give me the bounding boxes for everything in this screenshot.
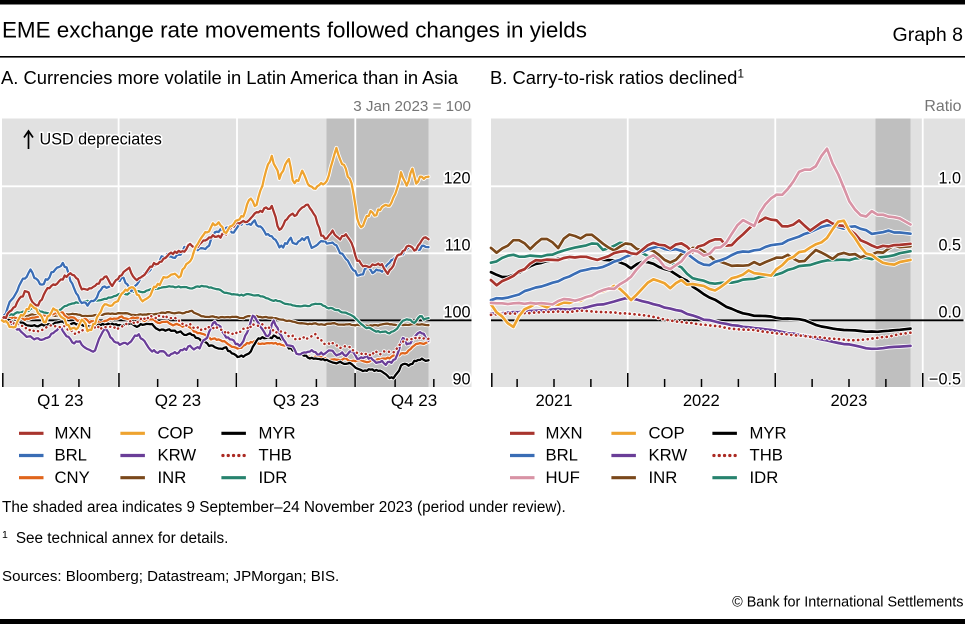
svg-text:0.5: 0.5 [938,237,961,255]
svg-text:COP: COP [158,424,194,443]
svg-text:MXN: MXN [55,424,92,443]
svg-text:© Bank for International Settl: © Bank for International Settlements [732,595,963,611]
svg-text:INR: INR [649,468,678,487]
svg-text:Q4 23: Q4 23 [391,391,437,410]
svg-text:3 Jan 2023 = 100: 3 Jan 2023 = 100 [353,98,471,115]
svg-text:EME exchange rate movements fo: EME exchange rate movements followed cha… [2,18,587,43]
svg-text:Graph 8: Graph 8 [893,24,963,46]
svg-text:110: 110 [445,237,471,255]
svg-text:Ratio: Ratio [924,98,961,115]
svg-text:MXN: MXN [546,424,583,443]
svg-text:A. Currencies more volatile in: A. Currencies more volatile in Latin Ame… [1,67,459,88]
svg-text:2021: 2021 [536,391,573,410]
svg-text:MYR: MYR [750,424,787,443]
svg-text:−0.5: −0.5 [929,371,961,389]
svg-text:MYR: MYR [259,424,296,443]
svg-text:2023: 2023 [830,391,867,410]
svg-text:IDR: IDR [750,468,779,487]
svg-text:USD depreciates: USD depreciates [40,131,162,149]
svg-text:The shaded area indicates 9 Se: The shaded area indicates 9 September–24… [2,499,566,516]
svg-text:Q2 23: Q2 23 [155,391,201,410]
svg-text:BRL: BRL [55,446,87,465]
svg-text:COP: COP [649,424,685,443]
svg-text:CNY: CNY [55,468,90,487]
svg-text:IDR: IDR [259,468,288,487]
svg-text:100: 100 [443,304,470,322]
svg-text:KRW: KRW [649,446,688,465]
svg-text:2022: 2022 [683,391,720,410]
svg-text:1.0: 1.0 [938,170,961,188]
svg-text:90: 90 [452,371,470,389]
svg-text:THB: THB [259,446,292,465]
svg-text:Sources: Bloomberg; Datastream: Sources: Bloomberg; Datastream; JPMorgan… [2,568,339,585]
svg-text:HUF: HUF [546,468,580,487]
svg-text:Q3 23: Q3 23 [273,391,319,410]
svg-text:INR: INR [158,468,187,487]
svg-text:KRW: KRW [158,446,197,465]
svg-text:0.0: 0.0 [938,304,961,322]
svg-text:THB: THB [750,446,783,465]
svg-text:B. Carry-to-risk ratios declin: B. Carry-to-risk ratios declined1 [490,67,744,89]
svg-text:Q1 23: Q1 23 [37,391,83,410]
svg-text:BRL: BRL [546,446,578,465]
svg-text:120: 120 [443,170,470,188]
